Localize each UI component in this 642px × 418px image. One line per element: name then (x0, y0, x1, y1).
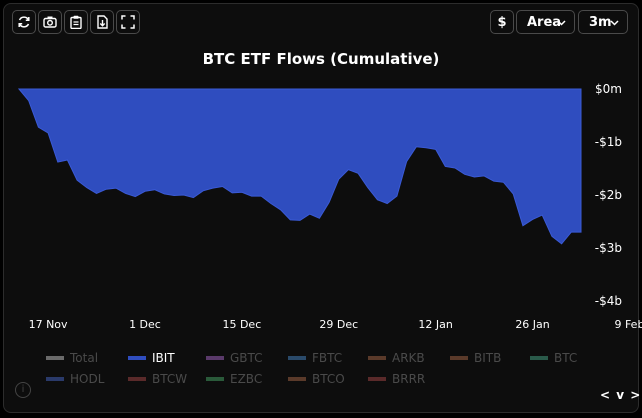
legend-swatch (530, 356, 548, 360)
info-icon[interactable]: i (15, 382, 31, 398)
copy-button[interactable] (64, 10, 88, 34)
legend-label: BTCW (152, 372, 188, 386)
fullscreen-button[interactable] (116, 10, 140, 34)
download-button[interactable] (90, 10, 114, 34)
currency-label: $ (497, 14, 507, 30)
legend-label: EZBC (230, 372, 263, 386)
legend-swatch (450, 356, 468, 360)
x-tick-label: 17 Nov (29, 318, 68, 331)
legend-item-arkb[interactable]: ARKB (368, 351, 425, 365)
legend-item-fbtc[interactable]: FBTC (288, 351, 342, 365)
range-label: 3m (589, 14, 612, 30)
legend-pager[interactable]: < v > (600, 388, 642, 402)
chevron-down-icon (610, 20, 619, 26)
legend-swatch (288, 356, 306, 360)
legend-swatch (128, 356, 146, 360)
legend-swatch (128, 377, 146, 381)
legend-swatch (46, 356, 64, 360)
chart-type-dropdown[interactable]: Area (516, 10, 575, 34)
legend-swatch (288, 377, 306, 381)
legend-item-hodl[interactable]: HODL (46, 372, 104, 386)
series-area-ibit[interactable] (17, 88, 582, 245)
legend-item-btco[interactable]: BTCO (288, 372, 345, 386)
x-tick-label: 26 Jan (515, 318, 549, 331)
chart-type-label: Area (527, 14, 562, 30)
legend-swatch (46, 377, 64, 381)
legend-label: BTCO (312, 372, 345, 386)
currency-button[interactable]: $ (490, 10, 514, 34)
x-tick-label: 9 Feb (614, 318, 642, 331)
clipboard-icon (70, 15, 82, 29)
legend-swatch (206, 356, 224, 360)
legend-label: IBIT (152, 351, 175, 365)
legend-item-total[interactable]: Total (46, 351, 98, 365)
x-tick-label: 15 Dec (222, 318, 261, 331)
y-tick-label: -$3b (595, 241, 622, 255)
legend-label: GBTC (230, 351, 263, 365)
legend-item-ezbc[interactable]: EZBC (206, 372, 262, 386)
chart-title: BTC ETF Flows (Cumulative) (202, 50, 440, 68)
y-tick-label: -$1b (595, 135, 622, 149)
legend-label: BRRR (392, 372, 426, 386)
legend-item-btcw[interactable]: BTCW (128, 372, 187, 386)
legend-label: HODL (70, 372, 105, 386)
refresh-icon (18, 16, 30, 28)
camera-icon (43, 16, 57, 28)
range-dropdown[interactable]: 3m (578, 10, 628, 34)
legend-item-bitb[interactable]: BITB (450, 351, 501, 365)
legend-item-gbtc[interactable]: GBTC (206, 351, 263, 365)
legend-label: Total (70, 351, 99, 365)
fullscreen-icon (121, 15, 135, 29)
legend-item-brrr[interactable]: BRRR (368, 372, 425, 386)
chevron-down-icon (557, 20, 566, 26)
download-file-icon (97, 15, 108, 29)
x-tick-label: 12 Jan (418, 318, 452, 331)
x-tick-label: 29 Dec (319, 318, 358, 331)
legend-item-btc[interactable]: BTC (530, 351, 577, 365)
legend-label: FBTC (312, 351, 343, 365)
y-tick-label: -$2b (595, 188, 622, 202)
refresh-button[interactable] (12, 10, 36, 34)
legend-swatch (368, 377, 386, 381)
legend-label: ARKB (392, 351, 425, 365)
legend-label: BTC (554, 351, 578, 365)
y-tick-label: $0m (595, 82, 622, 96)
legend-label: BITB (474, 351, 502, 365)
legend-swatch (206, 377, 224, 381)
y-tick-label: -$4b (595, 294, 622, 308)
x-tick-label: 1 Dec (129, 318, 161, 331)
legend-swatch (368, 356, 386, 360)
legend-item-ibit[interactable]: IBIT (128, 351, 175, 365)
screenshot-button[interactable] (38, 10, 62, 34)
